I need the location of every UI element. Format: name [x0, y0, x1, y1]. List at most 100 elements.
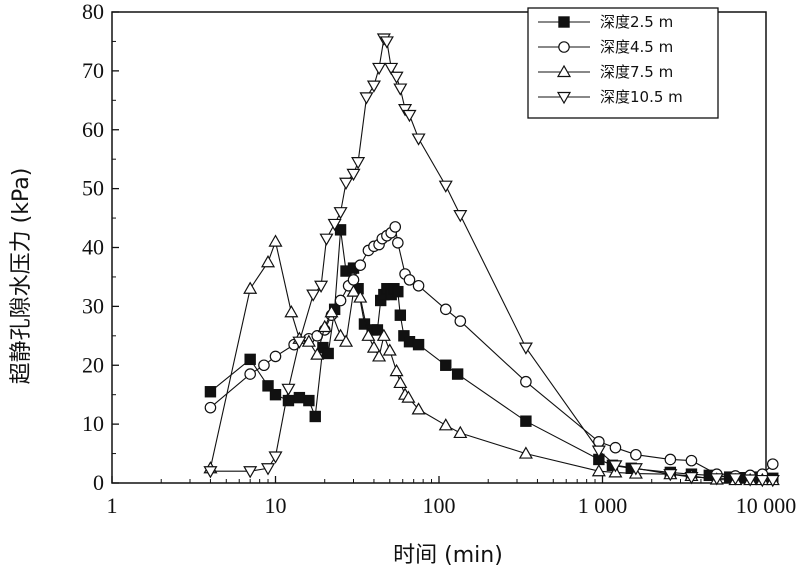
y-tick-label: 40	[82, 235, 104, 260]
data-point	[269, 388, 282, 401]
data-point	[244, 368, 256, 380]
data-point	[663, 469, 678, 482]
data-point	[412, 279, 425, 292]
data-point	[765, 474, 780, 488]
data-point	[334, 294, 347, 307]
legend-item-2: 深度4.5 m	[538, 38, 673, 56]
data-point	[361, 328, 376, 341]
x-tick-label: 1	[107, 493, 118, 518]
x-tick-label: 100	[423, 493, 456, 518]
data-point	[327, 218, 342, 232]
data-point	[338, 334, 354, 347]
data-point	[301, 334, 316, 347]
data-point	[591, 445, 606, 458]
legend-item-1: 深度2.5 m	[538, 13, 673, 31]
data-point	[281, 383, 296, 397]
data-point	[558, 16, 570, 28]
data-point	[389, 363, 404, 377]
data-point	[258, 359, 270, 372]
data-point	[403, 274, 416, 286]
data-point	[556, 91, 572, 105]
data-point	[453, 210, 468, 223]
data-point	[309, 410, 321, 423]
data-point	[518, 446, 533, 459]
series-1	[204, 224, 779, 484]
data-point	[372, 349, 387, 362]
data-point	[354, 259, 367, 271]
data-point	[451, 368, 464, 380]
data-point	[743, 474, 758, 487]
legend-label: 深度10.5 m	[600, 88, 683, 106]
legend-item-4: 深度10.5 m	[538, 88, 683, 106]
data-point	[556, 64, 572, 78]
data-point	[204, 386, 217, 398]
data-point	[664, 453, 677, 466]
data-point	[376, 328, 391, 341]
data-point	[303, 394, 315, 407]
data-point	[268, 234, 283, 247]
data-point	[333, 328, 348, 341]
data-point	[319, 233, 334, 246]
data-point	[268, 451, 283, 464]
y-tick-label: 80	[82, 0, 104, 24]
data-point	[366, 340, 381, 353]
data-point	[347, 274, 360, 286]
legend-item-3: 深度7.5 m	[538, 63, 673, 81]
data-point	[262, 380, 274, 392]
data-point	[398, 104, 413, 117]
data-point	[310, 347, 325, 360]
data-point	[389, 221, 402, 233]
data-point	[243, 466, 258, 479]
data-point	[382, 343, 397, 356]
data-point	[322, 347, 334, 360]
data-point	[346, 284, 361, 297]
data-point	[609, 441, 622, 454]
data-point	[244, 353, 256, 366]
data-point	[284, 305, 299, 318]
axes: 0 10 20 30 40 50 60 70 80 1 10 100 1 000 10 000	[82, 0, 796, 518]
series-line	[210, 229, 773, 479]
data-point	[520, 415, 532, 427]
x-tick-label: 1 000	[578, 493, 628, 518]
data-point	[282, 394, 295, 407]
data-point	[684, 472, 699, 485]
x-tick-label: 10	[265, 493, 287, 518]
data-point	[306, 289, 321, 302]
data-point	[243, 281, 258, 294]
y-tick-label: 20	[82, 352, 104, 377]
series-layer	[203, 33, 780, 488]
data-point	[359, 92, 374, 105]
data-point	[379, 36, 394, 49]
data-point	[728, 473, 743, 486]
legend-label: 深度7.5 m	[600, 63, 673, 81]
data-point	[392, 285, 404, 298]
y-tick-label: 10	[82, 411, 104, 436]
data-point	[628, 463, 643, 476]
x-axis-title: 时间 (min)	[393, 543, 503, 568]
data-point	[520, 375, 532, 388]
y-tick-label: 50	[82, 176, 104, 201]
y-tick-label: 30	[82, 293, 104, 318]
data-point	[317, 319, 332, 333]
series-4	[203, 33, 780, 488]
data-point	[260, 463, 276, 476]
y-tick-label: 0	[93, 470, 104, 495]
data-point	[766, 458, 779, 470]
data-point	[204, 401, 217, 414]
data-point	[366, 80, 381, 93]
data-point	[324, 305, 339, 318]
data-point	[439, 303, 452, 316]
data-point	[591, 464, 606, 477]
y-tick-label: 70	[82, 58, 104, 83]
legend-label: 深度4.5 m	[600, 38, 673, 56]
data-point	[402, 109, 417, 123]
data-point	[384, 62, 399, 76]
data-point	[755, 474, 770, 488]
legend-label: 深度2.5 m	[600, 13, 673, 31]
data-point	[333, 207, 348, 220]
data-point	[314, 280, 329, 293]
data-point	[371, 324, 384, 336]
data-point	[453, 425, 468, 439]
y-tick-label: 60	[82, 117, 104, 142]
data-point	[438, 180, 453, 193]
